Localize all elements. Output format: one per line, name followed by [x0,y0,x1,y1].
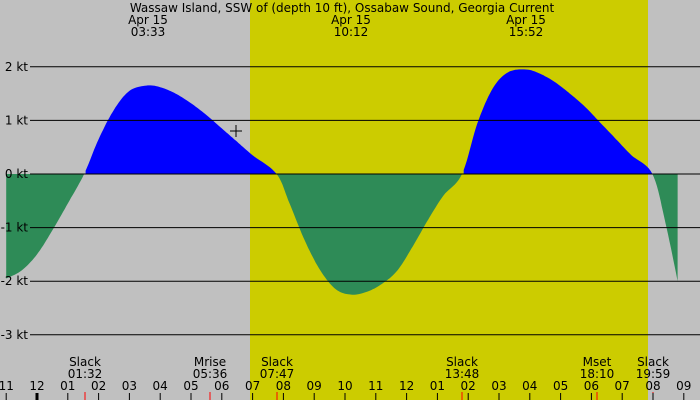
event-time: 05:36 [193,367,228,381]
x-axis-label: 03 [122,379,137,393]
peak-time: 10:12 [334,25,369,39]
x-axis-label: 04 [522,379,537,393]
x-axis-label: 05 [553,379,568,393]
x-axis-label: 02 [461,379,476,393]
x-axis-label: 05 [183,379,198,393]
peak-date: Apr 15 [128,13,168,27]
chart-title: Wassaw Island, SSW of (depth 10 ft), Oss… [130,1,555,15]
ebb-area [652,174,678,282]
y-axis-label: 1 kt [5,113,28,127]
y-axis-label: 2 kt [5,60,28,74]
peak-date: Apr 15 [506,13,546,27]
grid-lines [30,66,700,336]
y-axis-labels: 2 kt 1 kt 0 kt -1 kt -2 kt -3 kt [1,60,29,342]
peak-time: 15:52 [509,25,544,39]
x-axis: 11 12 01 02 03 04 05 06 07 08 09 10 11 12 01 02 03 04 05 06… [0,379,691,400]
x-axis-label: 12 [399,379,414,393]
x-axis-label: 01 [430,379,445,393]
y-axis-label: -3 kt [1,328,29,342]
peak-time: 03:33 [131,25,166,39]
event-name: Mset [583,355,612,369]
x-axis-label: 09 [307,379,322,393]
x-axis-label: 12 [29,379,44,393]
event-name: Mrise [194,355,226,369]
crosshair-marker [230,125,242,137]
event-name: Slack [261,355,293,369]
x-axis-label: 08 [276,379,291,393]
x-axis-label: 11 [368,379,383,393]
x-axis-label: 02 [91,379,106,393]
ebb-area [276,174,463,295]
y-axis-label: 0 kt [5,167,28,181]
x-axis-label: 06 [584,379,599,393]
x-axis-label: 09 [676,379,691,393]
ebb-area [6,174,86,279]
event-time: 01:32 [68,367,103,381]
flood-area [85,85,277,174]
event-name: Slack [637,355,669,369]
x-axis-label: 06 [214,379,229,393]
peak-date: Apr 15 [331,13,371,27]
x-axis-label: 03 [491,379,506,393]
event-name: Slack [446,355,478,369]
x-axis-label: 10 [337,379,352,393]
x-axis-label: 07 [245,379,260,393]
y-axis-label: -1 kt [1,221,29,235]
x-axis-label: 07 [615,379,630,393]
event-labels: Slack01:32Mrise05:36Slack07:47Slack13:48… [68,355,671,400]
x-axis-label: 08 [645,379,660,393]
event-time: 07:47 [260,367,295,381]
event-time: 19:59 [636,367,671,381]
event-time: 18:10 [580,367,615,381]
x-axis-label: 11 [0,379,14,393]
event-time: 13:48 [445,367,480,381]
x-axis-label: 01 [60,379,75,393]
x-axis-label: 04 [153,379,168,393]
y-axis-label: -2 kt [1,274,29,288]
current-areas [6,69,678,295]
event-name: Slack [69,355,101,369]
flood-area [463,69,653,174]
